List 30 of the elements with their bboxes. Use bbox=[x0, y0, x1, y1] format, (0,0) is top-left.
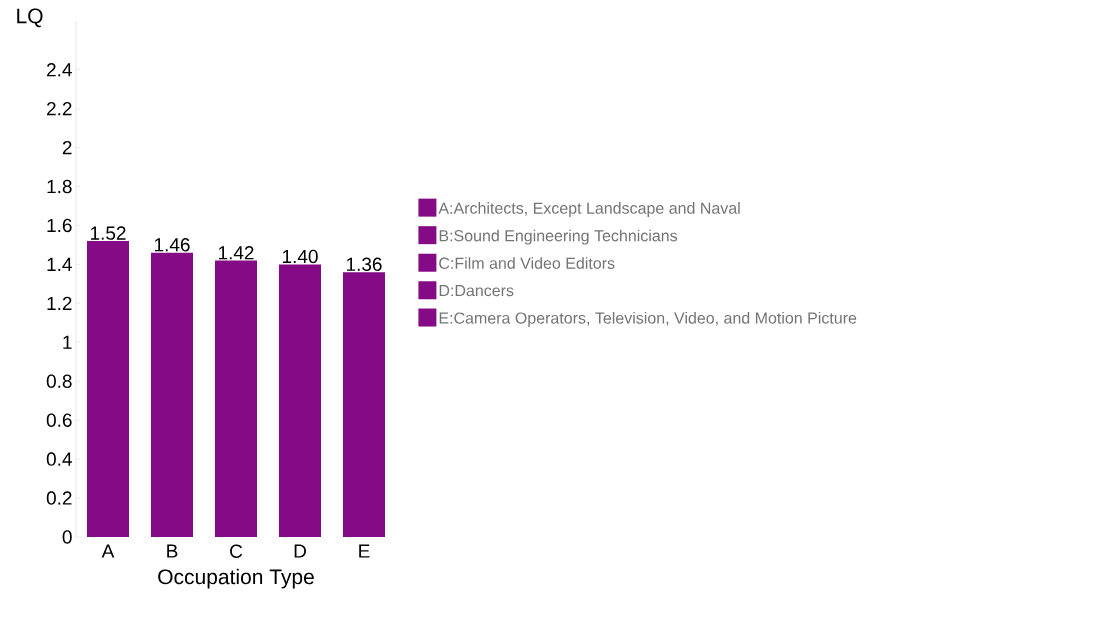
y-tick-label: 1.6 bbox=[47, 218, 72, 233]
legend-label: D:Dancers bbox=[439, 285, 514, 297]
data-label: 1.40 bbox=[282, 249, 318, 264]
y-tick-label: 2 bbox=[62, 140, 72, 155]
y-axis-title: LQ bbox=[17, 8, 43, 28]
y-tick-label: 0.4 bbox=[46, 452, 72, 466]
x-tick-label: B bbox=[167, 544, 178, 558]
y-tick-label: 2.2 bbox=[47, 101, 72, 116]
data-label: 1.46 bbox=[154, 238, 190, 252]
x-tick-label: C bbox=[230, 544, 243, 558]
y-tick-label: 0.8 bbox=[46, 374, 72, 388]
y-tick-label: 1.4 bbox=[47, 257, 72, 271]
legend-label: C:Film and Video Editors bbox=[439, 257, 615, 269]
data-label: 1.36 bbox=[346, 257, 382, 271]
legend-label: A:Architects, Except Landscape and Naval bbox=[438, 202, 740, 217]
data-label: 1.42 bbox=[218, 246, 254, 260]
x-tick-label: A bbox=[101, 544, 115, 558]
x-tick-label: D bbox=[294, 544, 306, 558]
y-tick-label: 1.2 bbox=[47, 296, 72, 310]
y-tick-label: 1 bbox=[63, 335, 72, 349]
y-tick-label: 0 bbox=[62, 530, 72, 544]
y-tick-label: 1.8 bbox=[47, 179, 72, 194]
x-axis-title: Occupation Type bbox=[158, 568, 314, 589]
x-tick-label: E bbox=[359, 544, 370, 558]
data-label: 1.52 bbox=[90, 226, 126, 240]
y-tick-label: 0.6 bbox=[46, 413, 72, 427]
legend-label: B:Sound Engineering Technicians bbox=[439, 229, 678, 245]
y-tick-label: 2.4 bbox=[47, 63, 72, 77]
y-tick-label: 0.2 bbox=[46, 491, 72, 505]
legend-label: E:Camera Operators, Television, Video, and Motion Picture bbox=[439, 311, 857, 327]
